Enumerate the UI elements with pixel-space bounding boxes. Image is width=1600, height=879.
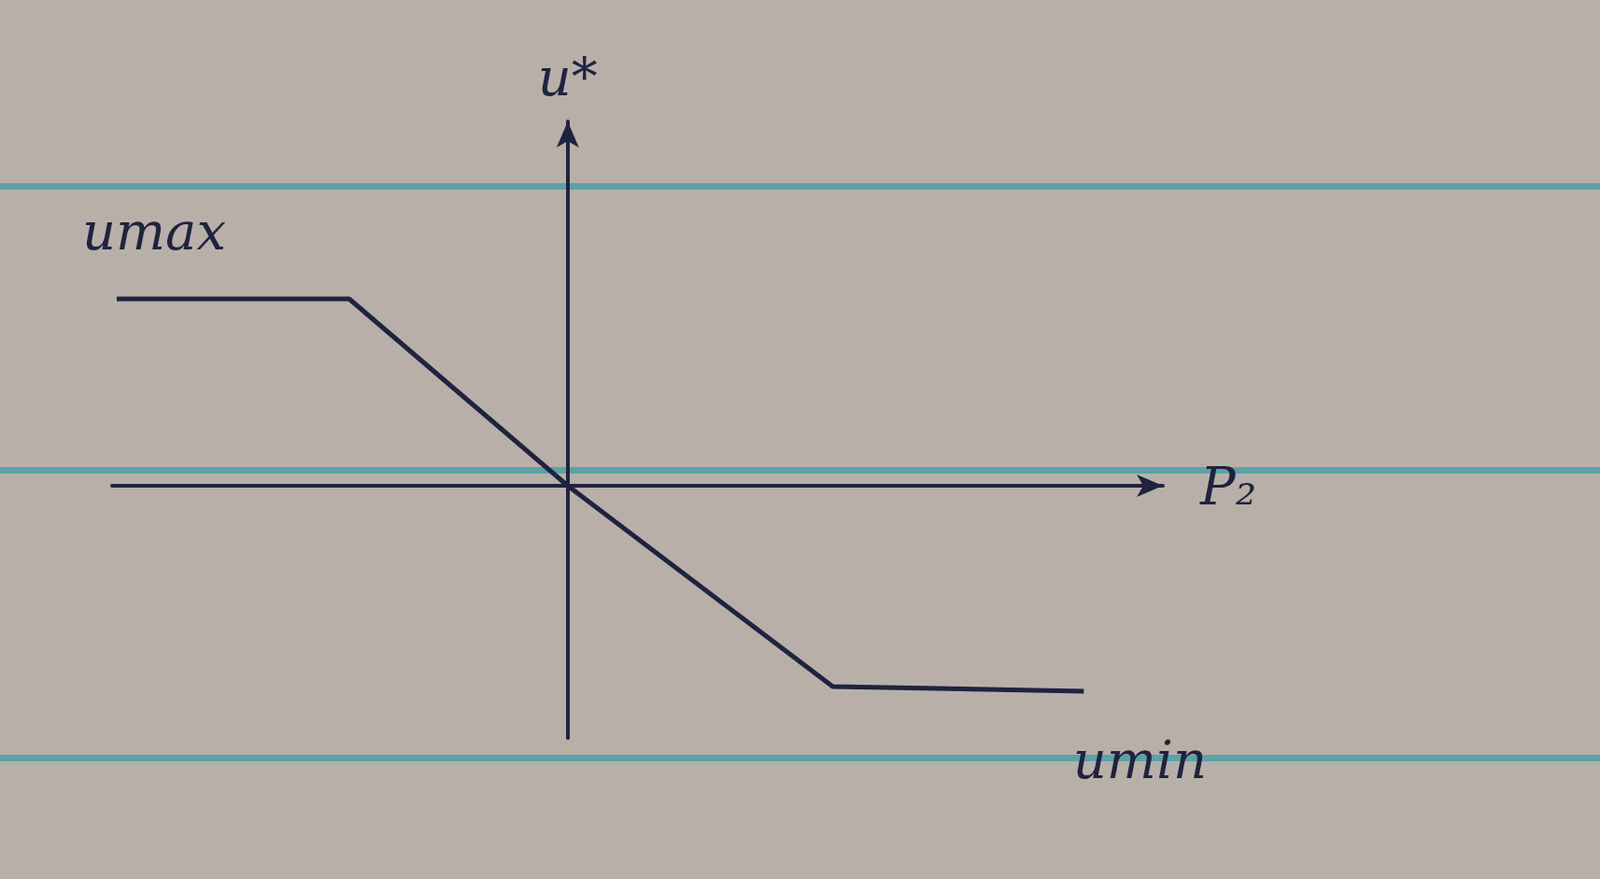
svg-text:P₂: P₂ xyxy=(1199,455,1257,517)
svg-text:umax: umax xyxy=(82,200,227,262)
svg-text:umin: umin xyxy=(1073,729,1207,791)
svg-text:u*: u* xyxy=(538,46,598,108)
